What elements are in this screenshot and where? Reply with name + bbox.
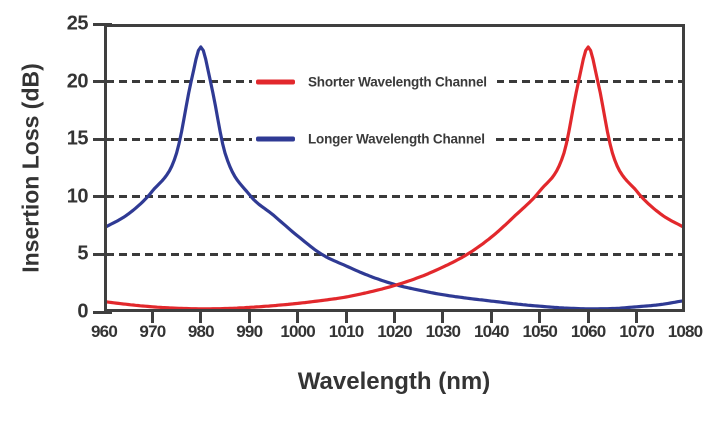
plot-area: Shorter Wavelength Channel Longer Wavele… (104, 24, 685, 312)
x-tick-label-960: 960 (91, 322, 118, 341)
x-tick-1030 (441, 312, 445, 323)
x-tick-label-1070: 1070 (619, 322, 654, 341)
y-tick-label-20: 20 (66, 70, 89, 93)
x-tick-label-980: 980 (187, 322, 215, 341)
x-tick-label-1000: 1000 (280, 322, 315, 341)
x-axis-title: Wavelength (nm) (297, 368, 491, 395)
x-tick-1060 (586, 312, 590, 323)
gridline-10db (106, 195, 683, 199)
y-tick-label-10: 10 (66, 185, 89, 208)
curves (104, 45, 685, 311)
x-tick-1010 (344, 312, 348, 323)
legend-label: Longer Wavelength Channel (308, 131, 485, 147)
legend-label: Shorter Wavelength Channel (308, 74, 487, 90)
x-tick-1000 (296, 312, 300, 323)
y-tick-label-0: 0 (77, 300, 88, 323)
x-tick-label-1010: 1010 (328, 322, 364, 341)
x-tick-980 (199, 312, 203, 323)
y-tick-5 (93, 252, 112, 256)
y-tick-label-15: 15 (66, 127, 89, 150)
y-tick-25 (93, 22, 112, 26)
blue-line-swatch (256, 136, 295, 142)
y-tick-10 (93, 195, 112, 199)
curve-shorter-wavelength-channel (104, 45, 685, 311)
gridline-5db (106, 252, 683, 256)
x-tick-label-1060: 1060 (570, 322, 606, 341)
y-axis-title: Insertion Loss (dB) (17, 63, 44, 273)
x-tick-1050 (538, 312, 542, 323)
x-tick-label-990: 990 (236, 322, 263, 341)
legend-item-longer-wavelength-channel: Longer Wavelength Channel (252, 127, 495, 151)
y-tick-label-25: 25 (66, 12, 89, 35)
red-line-swatch (256, 79, 295, 85)
x-tick-label-1080: 1080 (667, 322, 703, 341)
y-tick-20 (93, 80, 112, 84)
x-tick-990 (247, 312, 251, 323)
x-tick-1070 (635, 312, 639, 323)
x-tick-970 (150, 312, 154, 323)
x-tick-label-1030: 1030 (425, 322, 461, 341)
y-tick-label-5: 5 (77, 242, 88, 265)
x-tick-label-1020: 1020 (377, 322, 412, 341)
x-tick-label-1040: 1040 (474, 322, 509, 341)
x-tick-1040 (489, 312, 493, 323)
y-tick-0 (93, 310, 112, 314)
x-tick-label-970: 970 (139, 322, 166, 341)
legend-item-shorter-wavelength-channel: Shorter Wavelength Channel (252, 70, 497, 94)
x-tick-label-1050: 1050 (522, 322, 558, 341)
x-tick-1020 (393, 312, 396, 323)
y-tick-15 (93, 137, 112, 141)
